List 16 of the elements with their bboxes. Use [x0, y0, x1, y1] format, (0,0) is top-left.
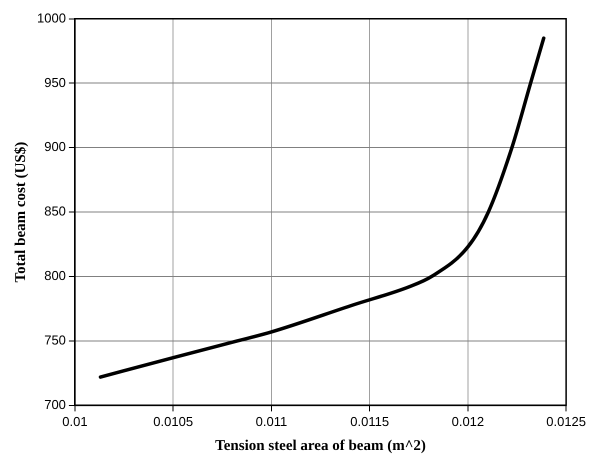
- x-tick-label: 0.0125: [546, 414, 586, 429]
- y-tick-label: 1000: [37, 10, 66, 26]
- y-tick-label: 950: [44, 74, 66, 90]
- y-tick-label: 750: [44, 332, 66, 348]
- y-tick-label: 800: [44, 268, 66, 284]
- x-axis-title: Tension steel area of beam (m^2): [215, 438, 426, 454]
- x-tick-label: 0.012: [452, 414, 484, 429]
- y-axis-title: Total beam cost (US$): [12, 142, 29, 282]
- line-series: [98, 36, 546, 379]
- y-tick-label: 850: [44, 204, 66, 219]
- y-tick-label: 900: [44, 139, 66, 154]
- x-tick-label: 0.0115: [350, 414, 390, 429]
- y-tick-label: 700: [44, 396, 66, 412]
- x-tick-label: 0.0105: [153, 414, 194, 429]
- x-tick-label: 0.011: [256, 414, 288, 429]
- x-tick-label: 0.01: [62, 414, 88, 429]
